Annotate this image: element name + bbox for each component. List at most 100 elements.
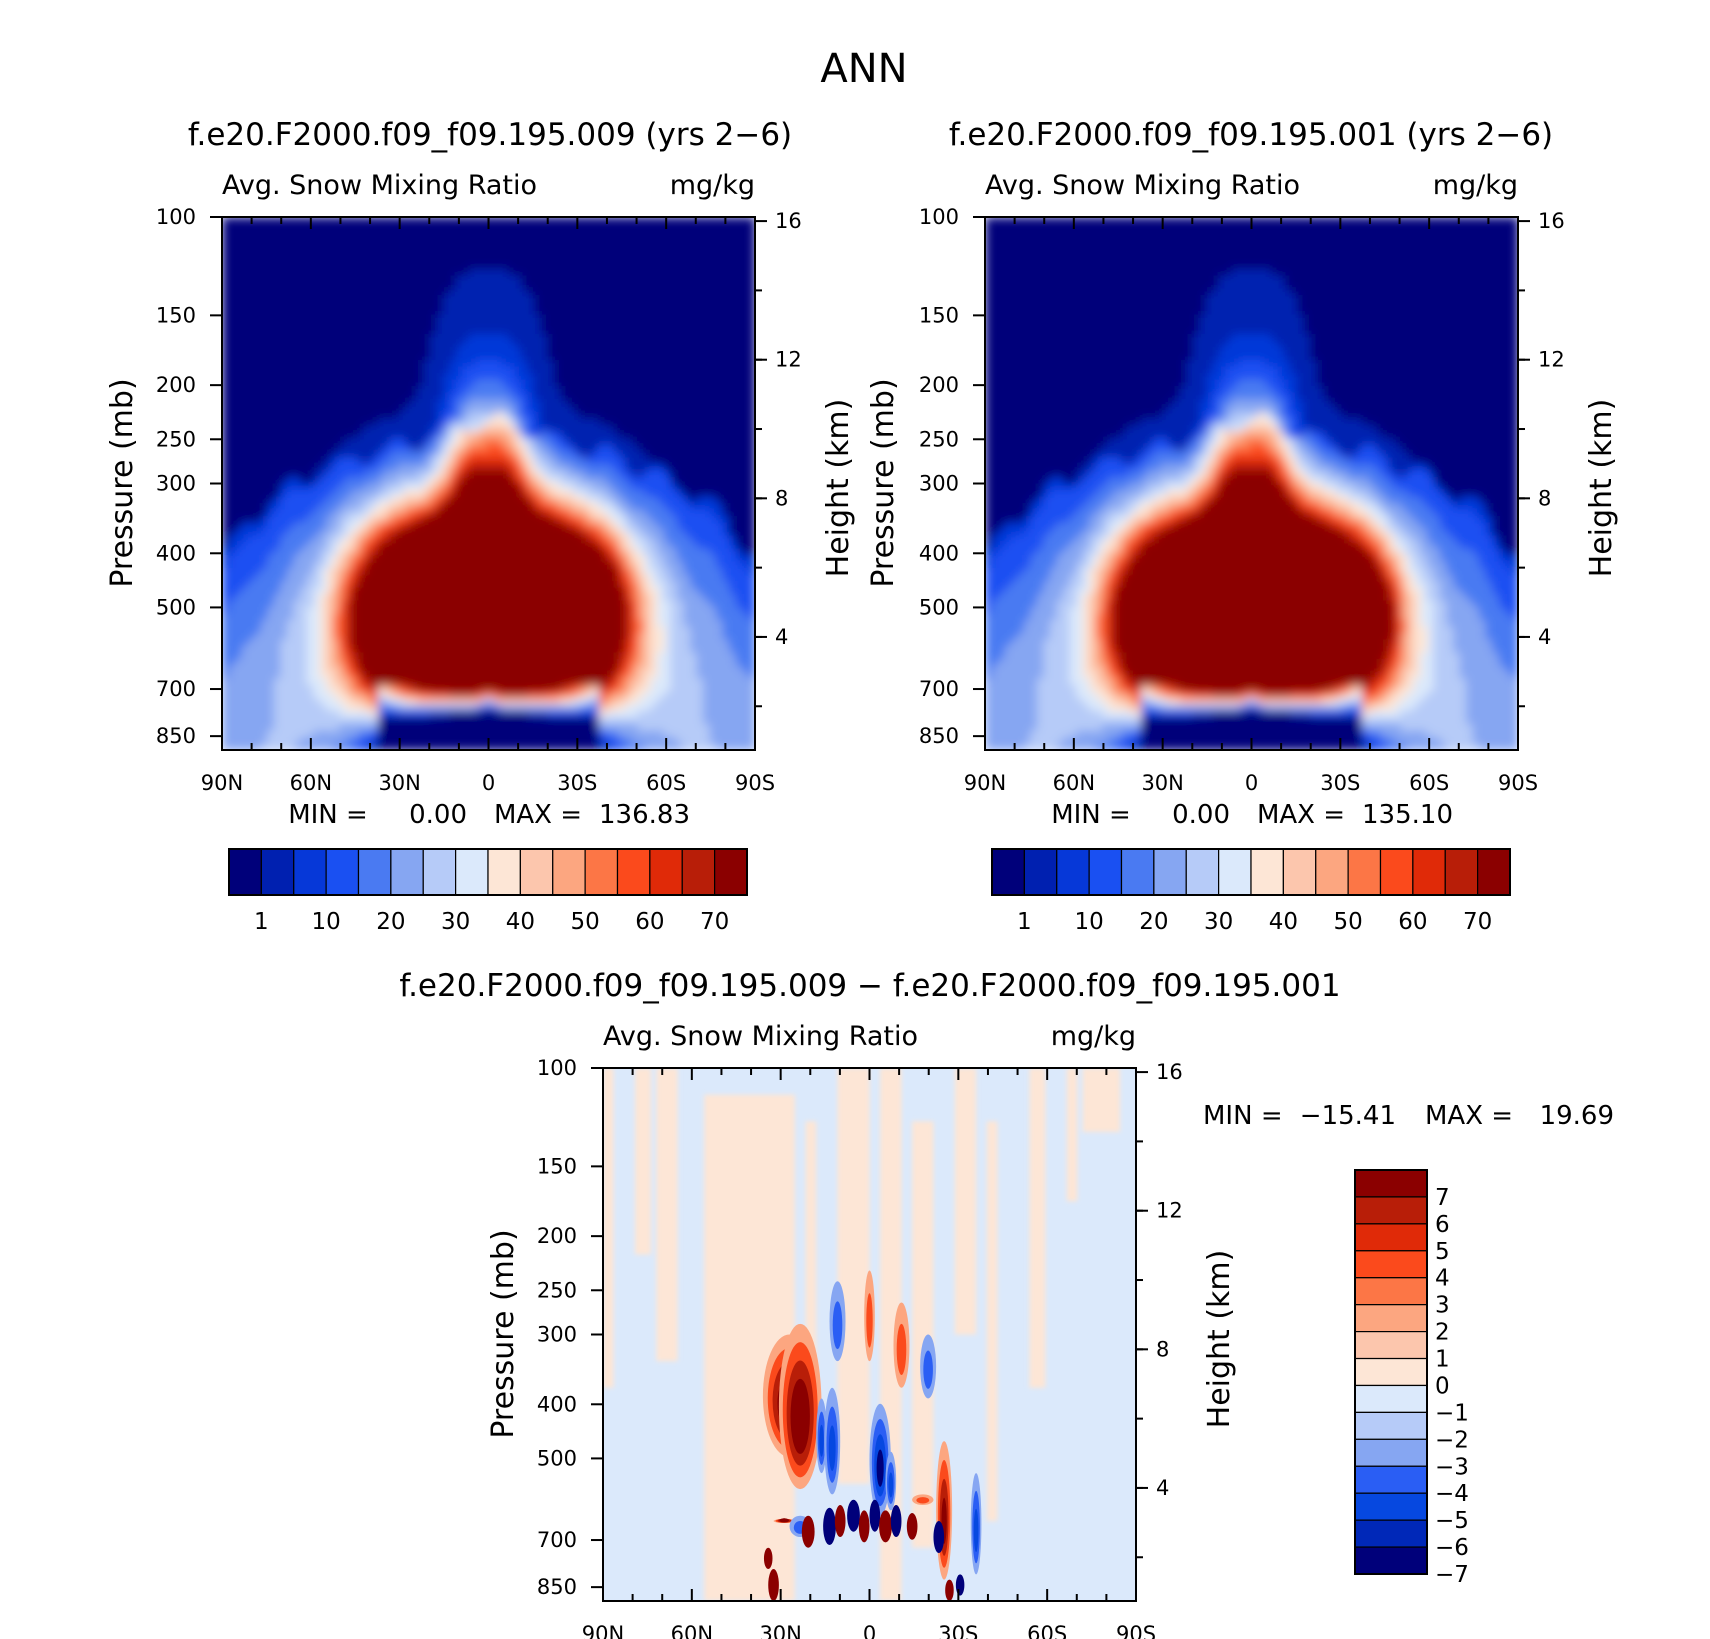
- field-cell: [703, 230, 711, 238]
- field-cell: [391, 230, 399, 238]
- field-cell: [222, 360, 230, 368]
- field-cell: [404, 347, 412, 355]
- field-cell: [683, 509, 691, 517]
- field-cell: [495, 464, 503, 472]
- field-cell: [274, 353, 282, 361]
- field-cell: [456, 451, 464, 459]
- field-cell: [332, 470, 340, 478]
- field-cell: [384, 568, 392, 576]
- field-cell: [508, 340, 516, 348]
- field-cell: [625, 282, 633, 290]
- field-cell: [319, 392, 327, 400]
- field-cell: [482, 217, 490, 225]
- field-cell: [748, 249, 755, 257]
- field-cell: [300, 249, 308, 257]
- field-cell: [365, 275, 373, 283]
- field-cell: [631, 230, 639, 238]
- field-cell: [339, 477, 347, 485]
- field-cell: [267, 555, 275, 563]
- field-cell: [631, 392, 639, 400]
- field-cell: [495, 509, 503, 517]
- field-cell: [345, 477, 353, 485]
- field-cell: [475, 366, 483, 374]
- field-cell: [605, 327, 613, 335]
- field-cell: [293, 347, 301, 355]
- field-cell: [365, 561, 373, 569]
- field-cell: [677, 594, 685, 602]
- field-cell: [709, 418, 717, 426]
- field-cell: [742, 477, 750, 485]
- field-cell: [742, 438, 750, 446]
- field-cell: [703, 568, 711, 576]
- field-cell: [456, 275, 464, 283]
- field-cell: [683, 282, 691, 290]
- field-cell: [293, 516, 301, 524]
- field-cell: [417, 555, 425, 563]
- field-cell: [599, 288, 607, 296]
- field-cell: [742, 561, 750, 569]
- field-cell: [573, 457, 581, 465]
- field-cell: [326, 542, 334, 550]
- field-cell: [605, 360, 613, 368]
- field-cell: [261, 607, 269, 615]
- field-cell: [391, 535, 399, 543]
- field-cell: [300, 295, 308, 303]
- field-cell: [462, 470, 470, 478]
- field-cell: [605, 561, 613, 569]
- field-cell: [521, 496, 529, 504]
- field-cell: [248, 243, 256, 251]
- field-cell: [300, 470, 308, 478]
- field-cell: [378, 327, 386, 335]
- field-cell: [319, 509, 327, 517]
- field-cell: [430, 386, 438, 394]
- field-cell: [677, 600, 685, 608]
- field-cell: [261, 483, 269, 491]
- field-cell: [527, 282, 535, 290]
- field-cell: [579, 334, 587, 342]
- field-cell: [534, 529, 542, 537]
- field-cell: [560, 405, 568, 413]
- field-cell: [456, 301, 464, 309]
- field-cell: [553, 275, 561, 283]
- field-cell: [293, 249, 301, 257]
- field-cell: [716, 451, 724, 459]
- field-cell: [365, 217, 373, 225]
- field-cell: [690, 431, 698, 439]
- field-cell: [475, 529, 483, 537]
- field-cell: [436, 457, 444, 465]
- field-cell: [358, 256, 366, 264]
- field-cell: [410, 438, 418, 446]
- field-cell: [683, 366, 691, 374]
- field-cell: [553, 561, 561, 569]
- field-cell: [605, 503, 613, 511]
- field-cell: [540, 574, 548, 582]
- field-cell: [345, 301, 353, 309]
- field-cell: [280, 451, 288, 459]
- field-cell: [287, 314, 295, 322]
- field-cell: [391, 353, 399, 361]
- field-cell: [573, 431, 581, 439]
- field-cell: [527, 249, 535, 257]
- field-cell: [306, 438, 314, 446]
- field-cell: [248, 353, 256, 361]
- field-cell: [313, 334, 321, 342]
- field-cell: [683, 568, 691, 576]
- field-cell: [560, 256, 568, 264]
- field-cell: [313, 561, 321, 569]
- field-cell: [579, 288, 587, 296]
- field-cell: [261, 542, 269, 550]
- field-cell: [235, 386, 243, 394]
- field-cell: [651, 542, 659, 550]
- field-cell: [618, 340, 626, 348]
- field-cell: [423, 230, 431, 238]
- field-cell: [547, 217, 555, 225]
- field-cell: [339, 496, 347, 504]
- field-cell: [508, 386, 516, 394]
- field-cell: [436, 373, 444, 381]
- field-cell: [423, 535, 431, 543]
- field-cell: [501, 548, 509, 556]
- field-cell: [443, 412, 451, 420]
- field-cell: [664, 275, 672, 283]
- field-cell: [345, 366, 353, 374]
- field-cell: [742, 243, 750, 251]
